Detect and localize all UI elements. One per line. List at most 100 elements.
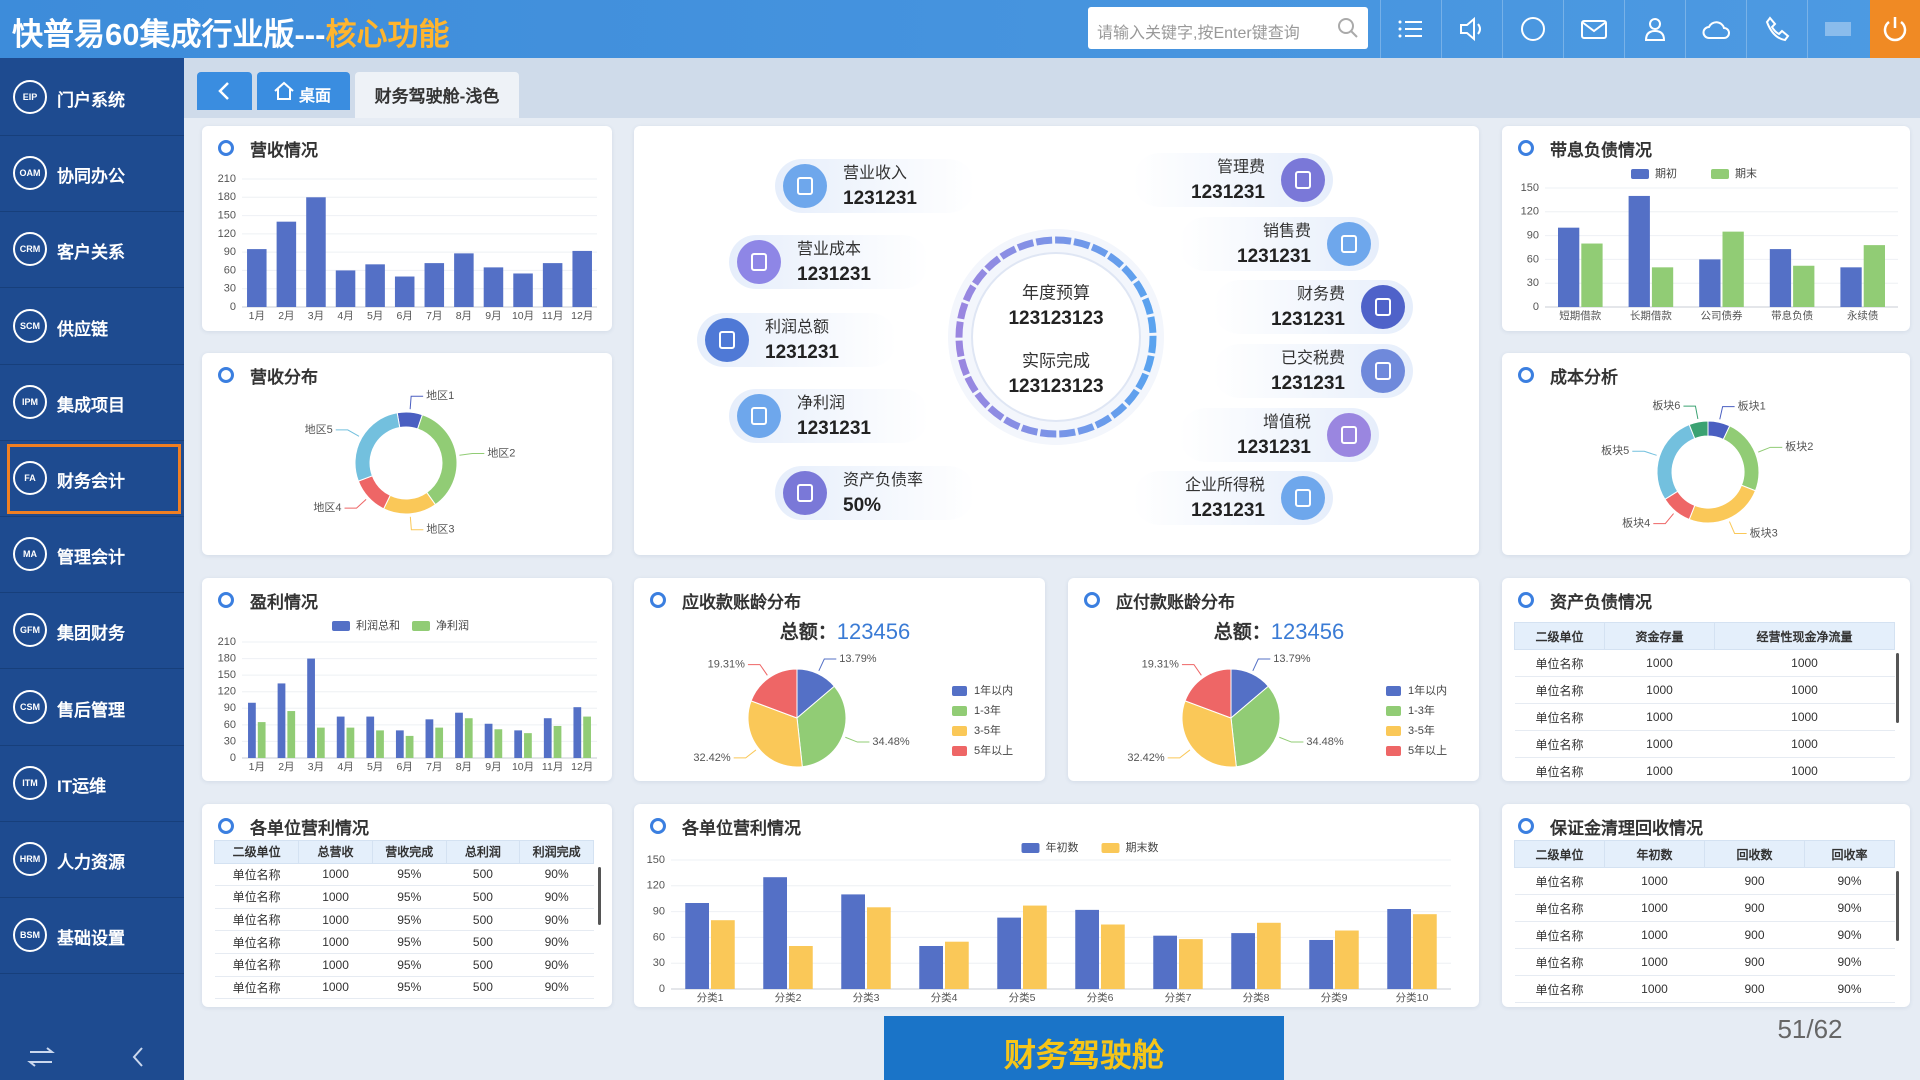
nav-item[interactable]: EIP 门户系统 — [0, 60, 184, 136]
bar — [366, 716, 375, 758]
header-icon-button[interactable] — [1685, 0, 1746, 58]
nav-item[interactable]: CRM 客户关系 — [0, 212, 184, 289]
table: 二级单位 年初数 回收数 回收率 单位名称 1000 900 90% 单位名称 1000 900 90… — [1514, 840, 1895, 1003]
sidebar-tool-group[interactable] — [27, 1047, 143, 1067]
bar — [248, 702, 256, 758]
legend-item[interactable]: 1-3年 — [1386, 703, 1435, 717]
y-tick-label: 60 — [224, 719, 236, 731]
nav-icon: OAM — [13, 156, 47, 191]
legend-swatch — [1386, 746, 1401, 756]
nav-item[interactable]: GFM 集团财务 — [0, 593, 184, 670]
panel-title-icon — [650, 818, 666, 834]
bar — [1722, 231, 1744, 307]
table-cell: 90% — [519, 885, 594, 909]
legend-swatch — [952, 706, 967, 716]
nav-label: 协同办公 — [57, 167, 125, 187]
legend-item[interactable]: 5年以上 — [952, 743, 1013, 757]
nav-item[interactable]: BSM 基础设置 — [0, 898, 184, 975]
kpi-value: 1231231 — [797, 418, 871, 439]
leader-line — [1252, 658, 1271, 672]
header-icon — [1521, 17, 1545, 41]
nav-item[interactable]: FA 财务会计 — [0, 441, 184, 517]
slice-label: 13.79% — [1273, 653, 1311, 665]
kpi-icon — [1327, 413, 1371, 457]
legend-swatch — [1711, 169, 1729, 179]
legend-label: 1-3年 — [1408, 703, 1435, 717]
nav-item[interactable]: SCM 供应链 — [0, 289, 184, 365]
legend-item[interactable]: 期末 — [1711, 166, 1757, 180]
legend-item[interactable]: 3-5年 — [952, 723, 1001, 737]
legend-item[interactable]: 净利润 — [412, 618, 469, 632]
header-icon-button[interactable] — [1807, 0, 1868, 58]
tab-active[interactable]: 财务驾驶舱-浅色 — [355, 72, 519, 118]
header-icon-button[interactable] — [1380, 0, 1441, 58]
x-tick-label: 分类8 — [1243, 991, 1270, 1004]
table-row: 单位名称 1000 900 90% — [1514, 867, 1895, 895]
nav-item[interactable]: IPM 集成项目 — [0, 365, 184, 441]
tab[interactable]: 桌面 — [257, 72, 350, 110]
legend-item[interactable]: 年初数 — [1021, 840, 1079, 854]
legend-item[interactable]: 利润总和 — [332, 618, 400, 632]
x-tick-label: 8月 — [456, 761, 472, 773]
legend-swatch — [1386, 686, 1401, 696]
table-cell: 单位名称 — [214, 930, 299, 954]
nav-item[interactable]: MA 管理会计 — [0, 517, 184, 594]
slice-label: 板块1 — [1738, 399, 1766, 413]
icon-part — [1460, 16, 1475, 42]
kpi-icon-glyph — [1341, 235, 1357, 253]
slice — [1656, 423, 1696, 501]
table-row: 单位名称 1000 900 90% — [1514, 894, 1895, 922]
legend-item[interactable]: 期初 — [1631, 166, 1677, 180]
x-tick-label: 2月 — [278, 310, 294, 322]
table-cell: 1000 — [1714, 676, 1895, 704]
y-tick-label: 60 — [653, 931, 665, 943]
table-cell: 900 — [1704, 867, 1805, 895]
header-icon-button[interactable] — [1502, 0, 1563, 58]
table-cell: 95% — [372, 953, 447, 977]
leader-line — [845, 736, 870, 743]
legend-item[interactable]: 期末数 — [1101, 840, 1159, 854]
kpi-item: 营业收入 1231231 — [775, 159, 975, 213]
legend-item[interactable]: 3-5年 — [1386, 723, 1435, 737]
nav-label: 供应链 — [57, 319, 108, 339]
nav-icon: GFM — [13, 613, 47, 648]
slice-label: 32.42% — [1127, 752, 1165, 764]
panel-title-icon — [218, 367, 234, 383]
panel-title: 营收情况 — [250, 141, 318, 160]
header-icon-button[interactable] — [1624, 0, 1685, 58]
panel-title: 资产负债情况 — [1550, 593, 1652, 612]
x-tick-label: 永续债 — [1847, 309, 1879, 322]
table-cell: 单位名称 — [1514, 676, 1605, 704]
legend-item[interactable]: 1年以内 — [952, 683, 1013, 697]
header-icon-button[interactable] — [1563, 0, 1624, 58]
table-cell: 单位名称 — [1514, 703, 1605, 731]
legend-item[interactable]: 1年以内 — [1386, 683, 1447, 697]
header-icon-button[interactable] — [1746, 0, 1807, 58]
nav-item[interactable]: ITM IT运维 — [0, 746, 184, 822]
nav-item[interactable]: HRM 人力资源 — [0, 822, 184, 898]
panel-title: 成本分析 — [1550, 368, 1618, 387]
nav-item[interactable]: CSM 售后管理 — [0, 670, 184, 746]
kpi-icon — [1281, 158, 1325, 202]
kpi-item: 财务费 1231231 — [1213, 280, 1413, 334]
legend-item[interactable]: 1-3年 — [952, 703, 1001, 717]
table-cell: 900 — [1704, 921, 1805, 949]
table-header-row: 二级单位 资金存量 经营性现金净流量 — [1514, 622, 1895, 650]
bar — [276, 221, 297, 307]
legend-item[interactable]: 5年以上 — [1386, 743, 1447, 757]
bar — [1257, 922, 1281, 989]
kpi-item: 已交税费 1231231 — [1213, 344, 1413, 398]
power-button[interactable] — [1870, 0, 1920, 58]
kpi-icon-glyph — [719, 331, 735, 349]
bar — [841, 894, 865, 989]
bar — [316, 727, 325, 758]
bar — [583, 716, 591, 758]
panel: 0 30 60 90 120 150 分类1 分类2 分类3 分类4 分类5 分类6 分类7 分类8 分类9… — [634, 804, 1479, 1007]
table-cell: 单位名称 — [1514, 867, 1605, 895]
search-box[interactable]: 请输入关键字,按Enter键查询 — [1088, 7, 1368, 49]
slice-label: 地区1 — [426, 389, 454, 402]
back-button[interactable] — [197, 72, 252, 110]
table-header-cell: 回收率 — [1804, 840, 1895, 868]
nav-item[interactable]: OAM 协同办公 — [0, 136, 184, 213]
header-icon-button[interactable] — [1441, 0, 1502, 58]
